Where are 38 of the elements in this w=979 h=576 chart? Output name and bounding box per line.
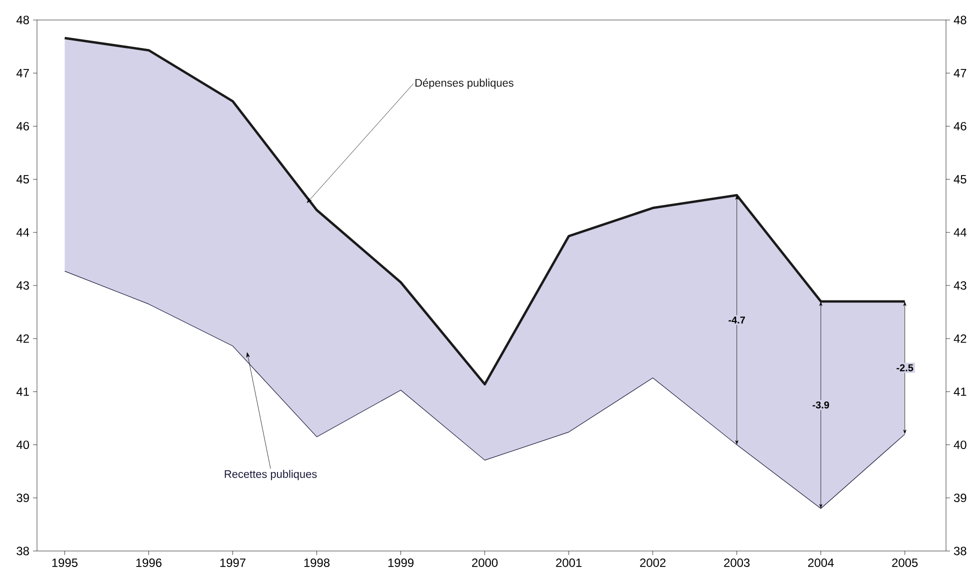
annotation: -3.9	[812, 401, 830, 409]
y2-tick-label: 41	[954, 388, 966, 396]
x-tick-label: 2001	[556, 558, 582, 567]
annotation: -4.7	[728, 316, 745, 324]
y-tick-label: 41	[16, 388, 29, 396]
y2-tick-label: 38	[954, 546, 966, 556]
text: Recettes publiques	[224, 470, 317, 480]
x-tick-label: 2005	[892, 558, 918, 567]
x-tick-label: 1995	[52, 558, 78, 567]
x-tick-label: 2002	[640, 558, 666, 567]
x-tick-label: 1998	[304, 558, 330, 567]
y-tick-label: 39	[16, 494, 29, 502]
y-tick-label: 38	[16, 546, 29, 556]
x-tick-label: 1996	[136, 558, 162, 567]
x-tick-label: 2004	[808, 558, 834, 567]
y-tick-label: 48	[16, 16, 29, 24]
y2-tick-label: 39	[954, 494, 966, 502]
annotation: -2.5	[896, 364, 914, 372]
y2-tick-label: 48	[954, 16, 966, 24]
y-tick-label: 46	[16, 122, 29, 130]
y2-tick-label: 42	[954, 334, 966, 343]
y2-tick-label: 43	[954, 281, 966, 290]
x-tick-label: 1999	[388, 558, 414, 567]
y-tick-label: 42	[16, 334, 29, 343]
y-tick-label: 40	[16, 440, 30, 450]
y2-tick-label: 40	[954, 440, 966, 450]
y-tick-label: 47	[16, 68, 29, 78]
y-tick-label: 45	[16, 175, 29, 184]
y-tick-label: 43	[16, 281, 29, 290]
y2-tick-label: 45	[954, 175, 966, 184]
y-tick-label: 44	[16, 228, 30, 237]
text: Dépenses publiques	[415, 78, 514, 89]
y2-tick-label: 46	[954, 122, 966, 130]
x-tick-label: 1997	[220, 558, 246, 567]
x-tick-label: 2000	[472, 558, 498, 567]
x-tick-label: 2003	[724, 558, 750, 567]
y2-tick-label: 44	[954, 228, 966, 237]
y2-tick-label: 47	[954, 68, 966, 78]
